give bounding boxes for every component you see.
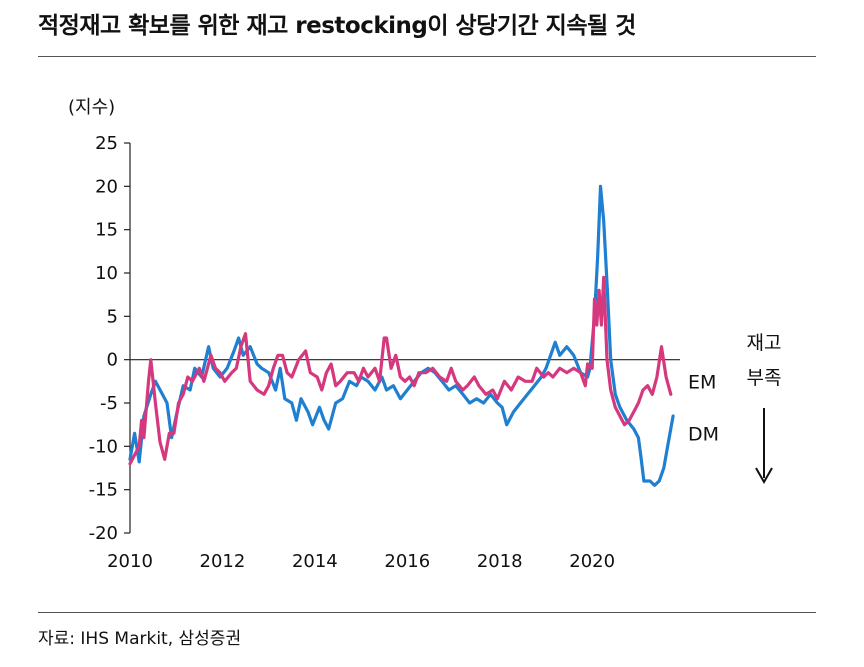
series-line-em xyxy=(128,275,673,466)
x-tick-label: 2014 xyxy=(292,551,338,572)
y-tick-label: 10 xyxy=(95,263,118,284)
y-tick-label: 0 xyxy=(107,350,118,371)
x-tick-label: 2016 xyxy=(384,551,430,572)
series-label-dm: DM xyxy=(688,423,719,445)
x-tick-label: 2018 xyxy=(477,551,523,572)
x-tick-label: 2012 xyxy=(200,551,246,572)
series-label-em: EM xyxy=(688,371,716,393)
source-note: 자료: IHS Markit, 삼성증권 xyxy=(38,629,242,649)
y-tick-label: -20 xyxy=(89,523,118,544)
y-tick-label: 25 xyxy=(95,133,118,154)
y-axis-unit-label: (지수) xyxy=(68,97,115,118)
chart-axes xyxy=(124,142,680,534)
x-tick-label: 2010 xyxy=(107,551,153,572)
chart-labels: 25 20 15 10 5 0 -5 -10 -15 -20 2010 2012 2014 2016 201… xyxy=(68,97,781,572)
y-tick-label: -15 xyxy=(89,480,118,501)
chart-series xyxy=(128,184,675,487)
y-tick-label: 15 xyxy=(95,220,118,241)
annotation-inventory: 재고 xyxy=(747,332,782,354)
title-divider xyxy=(38,56,816,57)
source-divider xyxy=(38,612,816,613)
y-tick-label: 5 xyxy=(107,306,118,327)
x-tick-label: 2020 xyxy=(569,551,615,572)
y-tick-label: -5 xyxy=(100,393,118,414)
y-tick-label: -10 xyxy=(89,436,118,457)
y-tick-label: 20 xyxy=(95,176,118,197)
annotation-shortage: 부족 xyxy=(747,367,782,389)
down-arrow-icon xyxy=(755,467,773,485)
series-line-dm xyxy=(128,184,675,487)
chart-title: 적정재고 확보를 위한 재고 restocking이 상당기간 지속될 것 xyxy=(38,13,636,39)
